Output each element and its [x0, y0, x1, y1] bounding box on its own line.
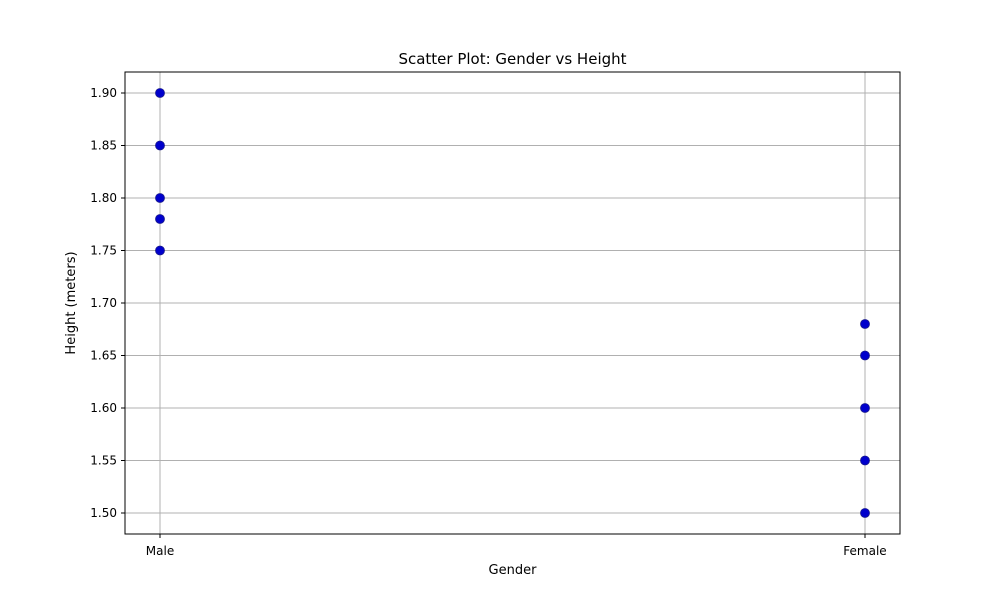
y-tick-label: 1.75: [90, 244, 117, 258]
y-tick-label: 1.65: [90, 349, 117, 363]
scatter-point: [860, 403, 870, 413]
points-layer: [155, 88, 870, 518]
x-axis-label: Gender: [489, 563, 538, 578]
grid-layer: [125, 72, 900, 534]
chart-title: Scatter Plot: Gender vs Height: [398, 50, 626, 68]
scatter-point: [155, 193, 165, 203]
scatter-point: [860, 455, 870, 466]
scatter-point: [155, 140, 165, 151]
x-tick-label: Female: [843, 544, 886, 558]
y-tick-label: 1.90: [90, 86, 117, 100]
scatter-point: [155, 214, 165, 224]
scatter-point: [860, 508, 870, 518]
y-tick-label: 1.70: [90, 296, 117, 310]
y-axis-label: Height (meters): [64, 251, 79, 354]
y-tick-label: 1.60: [90, 401, 117, 415]
scatter-point: [860, 319, 870, 329]
y-tick-label: 1.80: [90, 191, 117, 205]
scatter-point: [155, 245, 165, 256]
y-tick-label: 1.85: [90, 139, 117, 153]
scatter-point: [860, 350, 870, 361]
scatter-point: [155, 88, 165, 98]
x-axis: Male Female: [146, 534, 887, 558]
x-tick-label: Male: [146, 544, 174, 558]
y-tick-label: 1.50: [90, 506, 117, 520]
y-axis: 1.50 1.55 1.60 1.65 1.70 1.75 1.80 1.85 1.90: [90, 86, 125, 520]
y-tick-label: 1.55: [90, 454, 117, 468]
